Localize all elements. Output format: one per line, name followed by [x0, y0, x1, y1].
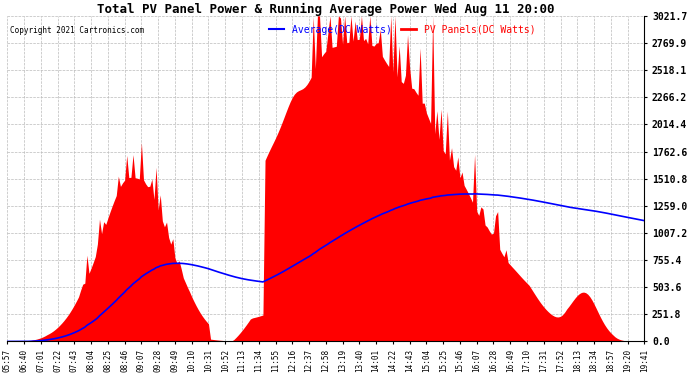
Legend: Average(DC Watts), PV Panels(DC Watts): Average(DC Watts), PV Panels(DC Watts) [266, 21, 539, 39]
Text: Copyright 2021 Cartronics.com: Copyright 2021 Cartronics.com [10, 26, 145, 34]
Title: Total PV Panel Power & Running Average Power Wed Aug 11 20:00: Total PV Panel Power & Running Average P… [97, 3, 555, 16]
